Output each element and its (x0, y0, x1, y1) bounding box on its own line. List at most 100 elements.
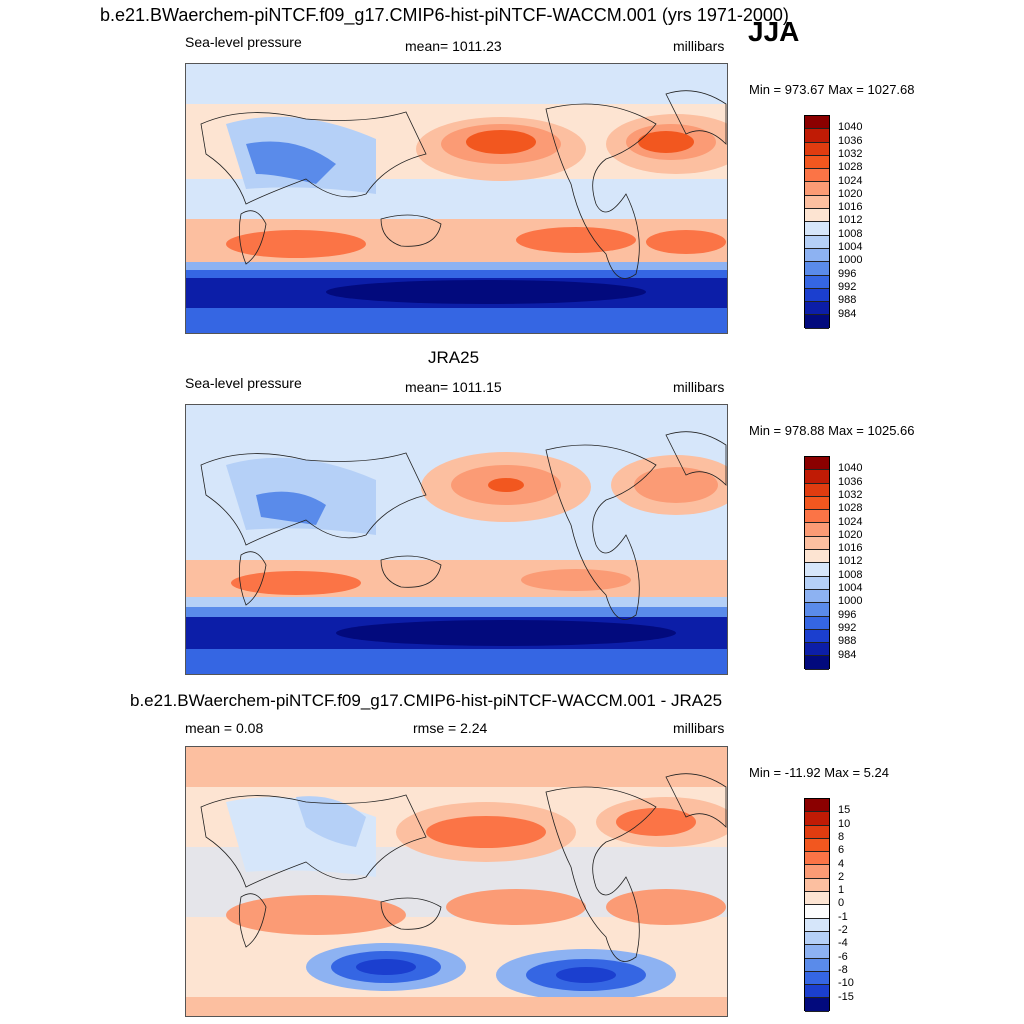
colorbar-tick-label: 1020 (838, 187, 863, 200)
panel-diff-rmse: rmse = 2.24 (413, 720, 488, 736)
colorbar-tick-label: 1032 (838, 147, 863, 160)
colorbar-swatch (805, 116, 829, 130)
colorbar-swatch (805, 838, 829, 853)
colorbar-swatch (805, 209, 829, 223)
colorbar-swatch (805, 576, 829, 590)
colorbar-tick-label: 2 (838, 870, 845, 883)
colorbar-swatch (805, 315, 829, 329)
colorbar-swatch (805, 958, 829, 972)
colorbar-tick-label: 0 (838, 897, 845, 910)
main-title: b.e21.BWaerchem-piNTCF.f09_g17.CMIP6-his… (100, 5, 789, 25)
colorbar-swatch (805, 262, 829, 276)
colorbar-tick-label: 1008 (838, 568, 863, 581)
colorbar-swatch (805, 629, 829, 644)
colorbar-tick-label: 1000 (838, 595, 863, 608)
colorbar-tick-label: 6 (838, 844, 845, 857)
panel-diff-mean: mean = 0.08 (185, 720, 264, 736)
panel-model-map (185, 63, 728, 334)
colorbar-tick-label: 8 (838, 830, 845, 843)
colorbar-swatch (805, 550, 829, 564)
colorbar-tick-label: -1 (838, 910, 848, 923)
colorbar-swatch (805, 616, 829, 630)
colorbar-tick-label: 15 (838, 804, 851, 817)
panel-model-colorbar (804, 115, 830, 329)
colorbar-swatch (805, 971, 829, 986)
colorbar-tick-label: -10 (838, 977, 854, 990)
panel-diff-title: b.e21.BWaerchem-piNTCF.f09_g17.CMIP6-his… (130, 691, 723, 710)
colorbar-swatch (805, 523, 829, 537)
colorbar-swatch (805, 142, 829, 156)
colorbar-tick-label: 10 (838, 817, 851, 830)
colorbar-swatch (805, 155, 829, 170)
colorbar-tick-label: 1012 (838, 214, 863, 227)
colorbar-tick-label: 1008 (838, 227, 863, 240)
colorbar-tick-label: 1024 (838, 174, 863, 187)
colorbar-swatch (805, 563, 829, 577)
colorbar-tick-label: 1016 (838, 201, 863, 214)
panel-model-units: millibars (673, 38, 725, 54)
colorbar-swatch (805, 603, 829, 617)
colorbar-swatch (805, 496, 829, 511)
colorbar-swatch (805, 182, 829, 196)
colorbar-tick-label: 1 (838, 884, 845, 897)
colorbar-swatch (805, 169, 829, 183)
colorbar-swatch (805, 865, 829, 879)
colorbar-swatch (805, 878, 829, 893)
colorbar-swatch (805, 457, 829, 471)
colorbar-tick-label: 1032 (838, 488, 863, 501)
panel-obs-map (185, 404, 728, 675)
colorbar-tick-label: 1028 (838, 161, 863, 174)
panel-obs-minmax: Min = 978.88 Max = 1025.66 (749, 423, 915, 438)
colorbar-tick-label: 984 (838, 648, 857, 661)
panel-obs-title: JRA25 (428, 348, 480, 367)
colorbar-tick-label: 1012 (838, 555, 863, 568)
colorbar-swatch (805, 536, 829, 551)
panel-obs-units: millibars (673, 379, 725, 395)
colorbar-tick-label: -6 (838, 950, 848, 963)
colorbar-tick-label: 1036 (838, 475, 863, 488)
colorbar-swatch (805, 589, 829, 604)
colorbar-swatch (805, 195, 829, 210)
colorbar-tick-label: 1004 (838, 582, 863, 594)
colorbar-tick-label: -4 (838, 937, 848, 950)
colorbar-tick-label: 1028 (838, 502, 863, 515)
panel-model-variable: Sea-level pressure (185, 34, 302, 50)
colorbar-swatch (805, 852, 829, 866)
panel-model-minmax: Min = 973.67 Max = 1027.68 (749, 82, 915, 97)
colorbar-tick-label: 1040 (838, 462, 863, 475)
panel-diff-minmax: Min = -11.92 Max = 5.24 (749, 765, 889, 780)
panel-diff-map (185, 746, 728, 1017)
panel-diff-colorbar (804, 798, 830, 1012)
colorbar-tick-label: 992 (838, 280, 857, 293)
colorbar-tick-label: 1004 (838, 241, 863, 253)
colorbar-tick-label: 984 (838, 307, 857, 320)
colorbar-swatch (805, 643, 829, 657)
colorbar-tick-label: 4 (838, 857, 845, 870)
colorbar-tick-label: 1000 (838, 254, 863, 267)
colorbar-swatch (805, 985, 829, 999)
colorbar-swatch (805, 235, 829, 249)
panel-obs-colorbar (804, 456, 830, 670)
colorbar-tick-label: 996 (838, 608, 857, 621)
colorbar-swatch (805, 825, 829, 839)
colorbar-tick-label: 1040 (838, 121, 863, 134)
colorbar-swatch (805, 945, 829, 959)
colorbar-tick-label: -2 (838, 924, 848, 936)
colorbar-tick-label: -15 (838, 990, 854, 1003)
colorbar-swatch (805, 470, 829, 484)
colorbar-tick-label: 988 (838, 294, 857, 307)
colorbar-swatch (805, 799, 829, 813)
panel-model-mean: mean= 1011.23 (405, 38, 502, 54)
colorbar-swatch (805, 129, 829, 143)
colorbar-swatch (805, 656, 829, 670)
colorbar-tick-label: 1036 (838, 134, 863, 147)
colorbar-swatch (805, 248, 829, 263)
colorbar-swatch (805, 812, 829, 826)
colorbar-swatch (805, 510, 829, 524)
colorbar-swatch (805, 275, 829, 289)
colorbar-swatch (805, 918, 829, 932)
colorbar-tick-label: 1020 (838, 528, 863, 541)
colorbar-tick-label: 988 (838, 635, 857, 648)
panel-obs-mean: mean= 1011.15 (405, 379, 502, 395)
colorbar-swatch (805, 905, 829, 919)
